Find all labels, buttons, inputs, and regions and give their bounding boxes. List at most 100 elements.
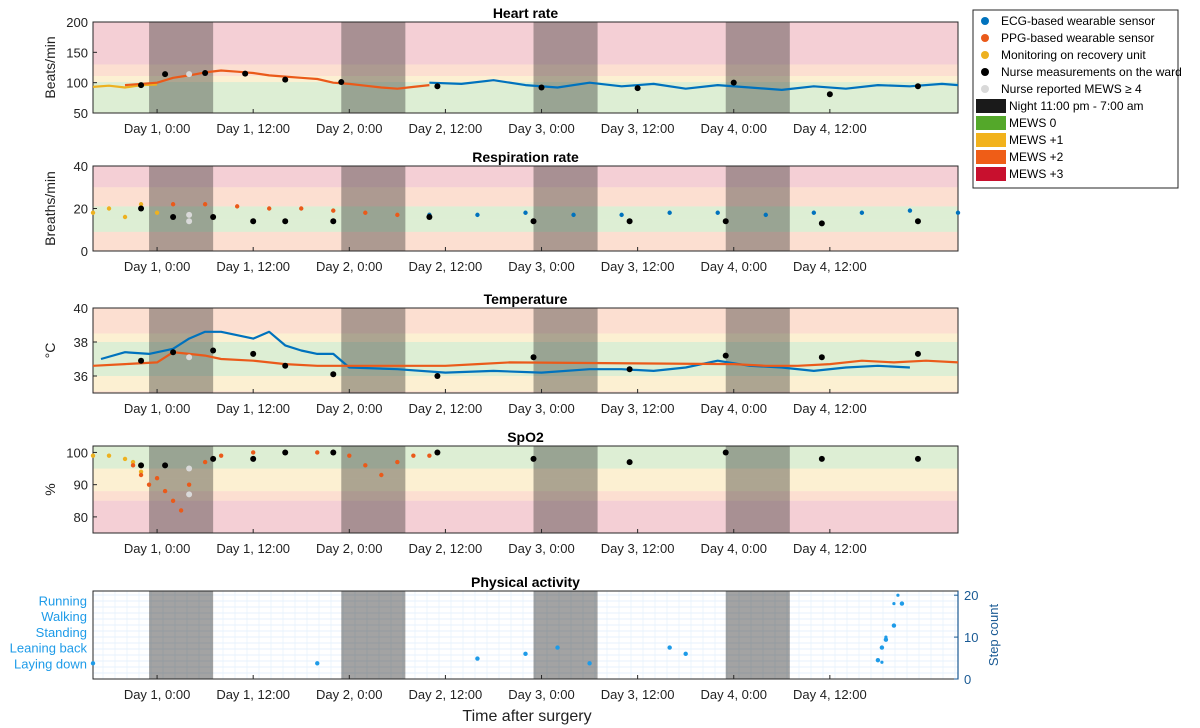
panel-title: Physical activity	[471, 574, 580, 590]
ecg-based-wearable-sensor-point	[763, 212, 768, 218]
nurse-measurements-on-the-ward-point	[338, 79, 345, 86]
nurse-reported-mews-4-point	[186, 218, 193, 225]
night-shading	[149, 591, 214, 679]
mews-band	[93, 22, 958, 65]
y-tick-label: 80	[74, 510, 88, 525]
legend-label: Nurse measurements on the ward	[1001, 65, 1182, 79]
x-tick-label: Day 4, 12:00	[793, 687, 867, 702]
ppg-based-wearable-sensor-point	[315, 450, 320, 455]
mews-band	[93, 75, 958, 83]
mews-band	[93, 468, 958, 479]
legend-label: PPG-based wearable sensor	[1001, 31, 1154, 45]
night-shading	[341, 591, 406, 679]
nurse-measurements-on-the-ward-point	[818, 220, 825, 227]
legend-swatch	[981, 51, 989, 59]
x-tick-label: Day 4, 12:00	[793, 121, 867, 136]
legend-box	[972, 9, 1179, 189]
activity-category-label: Running	[39, 593, 87, 608]
activity-level-point	[883, 637, 889, 642]
activity-level-point	[875, 657, 881, 663]
panel-spo2: SpO2 Day 1, 0:00 Day 1, 12:00 Day 2, 0:00 Da…	[42, 429, 959, 556]
y2-tick-label: 10	[964, 630, 978, 645]
nurse-measurements-on-the-ward-point	[138, 357, 145, 364]
night-shading	[149, 446, 214, 533]
x-tick-label: Day 4, 0:00	[700, 687, 767, 702]
mews-band	[93, 187, 958, 207]
night-shading	[149, 308, 214, 393]
night-shading	[533, 22, 598, 113]
x-tick-label: Day 2, 0:00	[316, 401, 383, 416]
activity-category-label: Laying down	[14, 656, 87, 671]
x-tick-label: Day 4, 0:00	[700, 401, 767, 416]
nurse-measurements-on-the-ward-point	[210, 455, 217, 462]
ecg-based-wearable-sensor-point	[571, 212, 576, 218]
legend-swatch	[976, 167, 1006, 181]
mews-band	[93, 500, 958, 533]
nurse-measurements-on-the-ward-point	[282, 362, 289, 369]
legend-swatch	[976, 99, 1006, 113]
activity-category-label: Walking	[41, 609, 87, 624]
y-tick-label: 40	[74, 301, 88, 316]
x-tick-label: Day 1, 12:00	[216, 687, 290, 702]
x-tick-label: Day 3, 12:00	[601, 401, 675, 416]
ecg-based-wearable-sensor-point	[523, 210, 528, 215]
mews-band	[93, 333, 958, 342]
nurse-measurements-on-the-ward-point	[250, 455, 257, 462]
nurse-measurements-on-the-ward-point	[210, 347, 217, 354]
nurse-measurements-on-the-ward-point	[818, 455, 825, 462]
panel-heart-rate: Heart rate Day 1, 0:00 Day 1, 12:00 Day 2, …	[42, 5, 959, 136]
ppg-based-wearable-sensor-point	[395, 459, 400, 465]
monitoring-on-recovery-unit-point	[138, 469, 144, 474]
nurse-measurements-on-the-ward-point	[434, 449, 441, 456]
nurse-measurements-on-the-ward-point	[330, 371, 337, 378]
nurse-measurements-on-the-ward-point	[626, 366, 633, 373]
night-shading	[341, 446, 406, 533]
x-tick-label: Day 3, 12:00	[601, 121, 675, 136]
nurse-measurements-on-the-ward-point	[434, 83, 441, 90]
ecg-based-wearable-sensor-point	[955, 210, 961, 215]
night-shading	[725, 446, 790, 533]
legend-label: ECG-based wearable sensor	[1001, 14, 1155, 28]
x-tick-label: Day 3, 12:00	[601, 541, 675, 556]
x-tick-label: Day 2, 0:00	[316, 259, 383, 274]
legend-label: Monitoring on recovery unit	[1001, 48, 1146, 62]
nurse-measurements-on-the-ward-point	[434, 373, 441, 379]
step-count-point	[884, 635, 888, 639]
ppg-based-wearable-sensor-point	[379, 472, 384, 478]
activity-level-point	[555, 645, 560, 650]
nurse-measurements-on-the-ward-point	[826, 91, 833, 98]
night-shading	[725, 166, 790, 251]
ppg-based-wearable-sensor-point	[411, 453, 416, 458]
ppg-based-wearable-sensor-point	[331, 208, 336, 213]
activity-level-point	[899, 601, 905, 606]
step-count-point	[896, 593, 900, 597]
y-tick-label: 100	[66, 76, 88, 91]
step-count-point	[892, 601, 896, 606]
night-shading	[341, 22, 406, 113]
ppg-based-wearable-sensor-point	[138, 472, 144, 478]
nurse-measurements-on-the-ward-point	[138, 82, 145, 89]
ppg-based-wearable-sensor-point	[178, 508, 184, 513]
night-shading	[533, 308, 598, 393]
nurse-measurements-on-the-ward-point	[634, 85, 641, 92]
nurse-measurements-on-the-ward-point	[530, 455, 537, 462]
panel-title: Heart rate	[493, 5, 559, 21]
legend-swatch	[981, 17, 989, 25]
nurse-measurements-on-the-ward-point	[162, 462, 169, 469]
nurse-measurements-on-the-ward-point	[250, 218, 257, 225]
monitoring-on-recovery-unit-point	[138, 202, 144, 207]
x-tick-label: Day 4, 12:00	[793, 259, 867, 274]
y-tick-label: 40	[74, 159, 88, 174]
nurse-measurements-on-the-ward-point	[538, 84, 545, 91]
legend-swatch	[981, 34, 989, 42]
mews-band	[93, 166, 958, 188]
legend-label: MEWS +3	[1009, 167, 1064, 181]
step-count-point	[880, 660, 884, 664]
y-axis-label: Beats/min	[42, 36, 58, 98]
y-tick-label: 50	[74, 106, 88, 121]
x-tick-label: Day 3, 12:00	[601, 259, 675, 274]
nurse-measurements-on-the-ward-point	[138, 205, 145, 212]
activity-category-label: Standing	[36, 625, 87, 640]
y2-tick-label: 20	[964, 588, 978, 603]
panel-title: Temperature	[484, 291, 568, 307]
